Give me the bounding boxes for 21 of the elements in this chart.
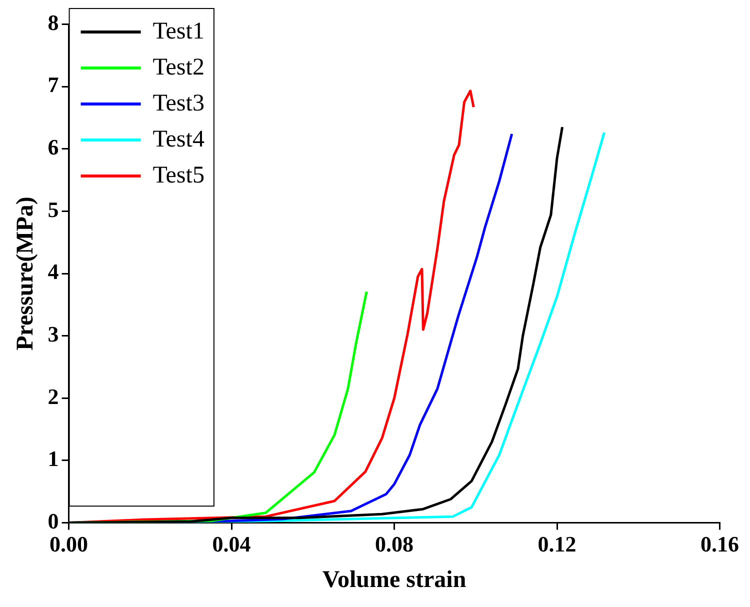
y-tick-label: 1 bbox=[48, 446, 59, 472]
y-tick-label: 5 bbox=[48, 196, 59, 222]
x-axis-title: Volume strain bbox=[322, 566, 466, 593]
legend-label: Test1 bbox=[152, 18, 204, 44]
x-tick-label: 0.12 bbox=[538, 532, 576, 557]
y-tick-label: 6 bbox=[48, 134, 59, 160]
y-tick-label: 4 bbox=[48, 259, 59, 284]
x-tick-label: 0.04 bbox=[212, 532, 251, 557]
y-tick-label: 7 bbox=[48, 72, 59, 98]
y-tick-label: 2 bbox=[48, 384, 59, 409]
legend-label: Test2 bbox=[152, 54, 204, 80]
x-tick-label: 0.16 bbox=[700, 532, 739, 557]
legend-label: Test3 bbox=[152, 90, 204, 116]
x-tick-label: 0.08 bbox=[375, 532, 414, 557]
y-axis-title: Pressure(MPa) bbox=[12, 196, 39, 350]
y-tick-label: 3 bbox=[48, 322, 59, 347]
legend-label: Test5 bbox=[152, 162, 204, 188]
legend-label: Test4 bbox=[152, 126, 204, 152]
y-tick-label: 0 bbox=[48, 508, 59, 534]
x-tick-label: 0.00 bbox=[50, 532, 88, 557]
y-tick-label: 8 bbox=[48, 10, 59, 35]
